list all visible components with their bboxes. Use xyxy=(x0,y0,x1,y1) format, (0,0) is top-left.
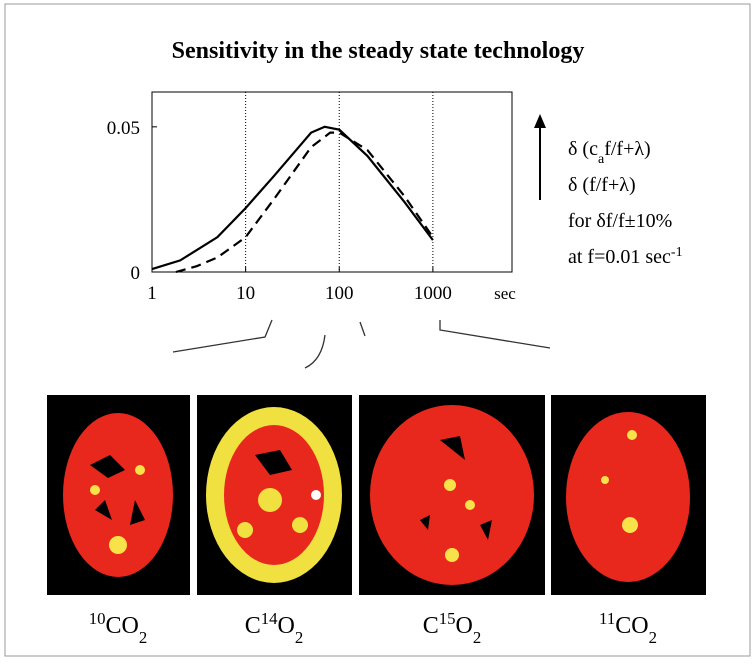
y-tick-label: 0 xyxy=(131,263,141,284)
annotation: δ (f/f+λ) xyxy=(568,174,636,196)
brain xyxy=(370,405,534,585)
text-part: O xyxy=(456,613,473,639)
image-caption: C14O2 xyxy=(245,609,304,647)
annotation: δ (caf/f+λ) xyxy=(568,138,651,167)
text-part: C xyxy=(245,613,261,639)
text-part: O xyxy=(278,613,295,639)
frame xyxy=(4,3,751,657)
text-part: 2 xyxy=(649,628,657,647)
connector xyxy=(172,319,273,353)
text-part: 10 xyxy=(89,609,106,628)
brain xyxy=(566,412,690,582)
text-part: 14 xyxy=(261,609,278,628)
text-part: C xyxy=(423,613,439,639)
image-caption: 11CO2 xyxy=(599,609,657,647)
x-tick-label: 1 xyxy=(147,283,157,304)
text-part: 15 xyxy=(439,609,456,628)
text-part: for δf/f±10% xyxy=(568,210,672,232)
connector xyxy=(439,320,551,349)
x-tick-label: 100 xyxy=(325,283,354,304)
image-caption: C15O2 xyxy=(423,609,482,647)
text-part: at f=0.01 sec xyxy=(568,246,671,268)
text-part: 2 xyxy=(139,628,147,647)
text-part: δ (c xyxy=(568,138,598,160)
image-caption: 10CO2 xyxy=(89,609,148,647)
text-part: 11 xyxy=(599,609,615,628)
connectors xyxy=(172,319,551,369)
x-tick-label: 10 xyxy=(236,283,255,304)
text-part: -1 xyxy=(671,245,683,260)
text-part: 2 xyxy=(295,628,303,647)
text-part: CO xyxy=(615,613,648,639)
y-tick-label: 0.05 xyxy=(107,118,140,139)
text-part: CO xyxy=(106,613,139,639)
text-part: 2 xyxy=(473,628,481,647)
text-part: a xyxy=(598,152,605,167)
image-row xyxy=(47,395,706,595)
connector xyxy=(304,334,326,369)
connector xyxy=(359,321,366,337)
annotation: for δf/f±10% xyxy=(568,210,672,232)
annotation: at f=0.01 sec-1 xyxy=(568,245,683,269)
x-tick-label: 1000 xyxy=(414,283,452,304)
text-part: f/f+λ) xyxy=(604,138,651,160)
data-line xyxy=(175,131,434,274)
x-axis-label: sec xyxy=(494,284,516,303)
arrow xyxy=(534,114,546,200)
data-line xyxy=(151,125,434,271)
plot-frame xyxy=(151,91,513,273)
chart-title: Sensitivity in the steady state technolo… xyxy=(172,38,585,64)
brain xyxy=(63,413,173,577)
text-part: δ (f/f+λ) xyxy=(568,174,636,196)
